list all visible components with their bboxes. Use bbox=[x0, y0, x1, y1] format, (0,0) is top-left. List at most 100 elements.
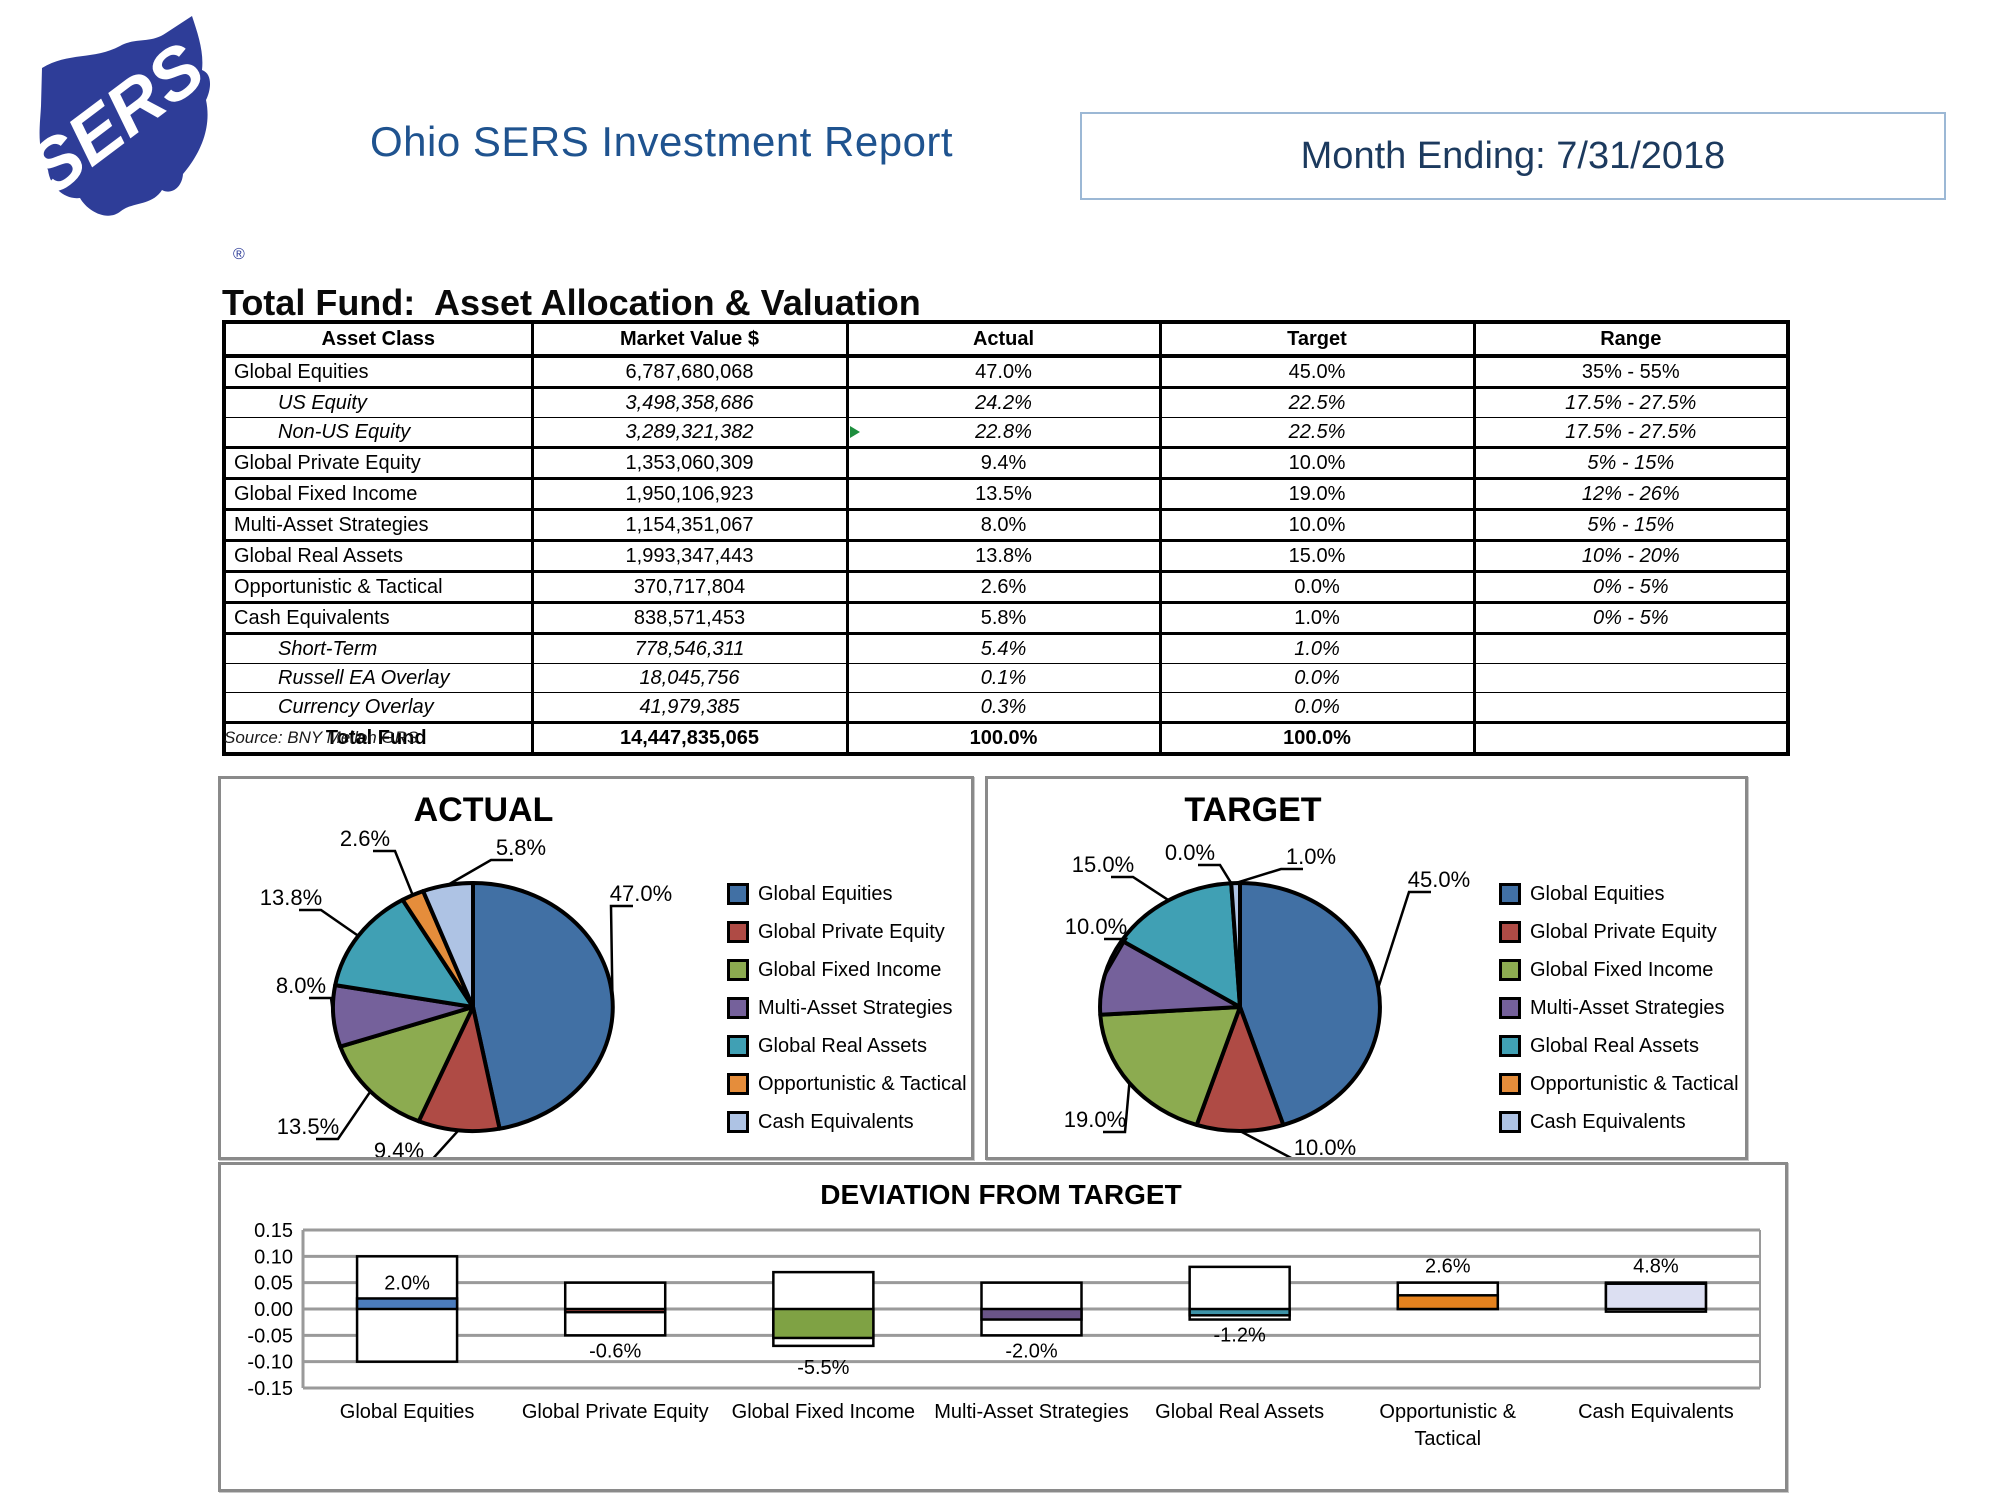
legend-marker-icon bbox=[1499, 1073, 1521, 1095]
table-cell: Global Private Equity bbox=[222, 447, 534, 480]
bar-value-label: -2.0% bbox=[1005, 1340, 1057, 1362]
legend-label: Cash Equivalents bbox=[1530, 1110, 1686, 1133]
legend-label: Global Fixed Income bbox=[1530, 958, 1714, 981]
pie-label-leader bbox=[1198, 863, 1233, 884]
page-title: Ohio SERS Investment Report bbox=[370, 118, 954, 165]
table-cell: 24.2% bbox=[845, 387, 1162, 418]
bar-value-label: 4.8% bbox=[1633, 1256, 1679, 1278]
bar-value-label: -1.2% bbox=[1214, 1325, 1266, 1347]
legend-label: Global Private Equity bbox=[758, 920, 945, 943]
y-axis-tick-label: 0.00 bbox=[254, 1299, 293, 1321]
table-cell: 100.0% bbox=[845, 722, 1162, 756]
month-ending-label: Month Ending: 7/31/2018 bbox=[1300, 134, 1726, 177]
month-ending-box: Month Ending: 7/31/2018 bbox=[1080, 112, 1946, 200]
column-header: Market Value $ bbox=[530, 322, 849, 358]
legend-marker-icon bbox=[727, 921, 749, 943]
table-cell: Currency Overlay bbox=[222, 692, 534, 724]
deviation-chart-panel: 0.15 0.10 0.05 0.00 -0.05 -0.10 -0.15 2.0% Globa… bbox=[218, 1162, 1788, 1492]
table-cell: 1.0% bbox=[1158, 602, 1476, 635]
bar-value-label: -0.6% bbox=[589, 1340, 641, 1362]
pie-data-label: 8.0% bbox=[276, 973, 326, 998]
deviation-bar bbox=[355, 1297, 459, 1311]
table-cell: 3,289,321,382 bbox=[530, 417, 849, 449]
table-cell: 45.0% bbox=[1158, 356, 1476, 389]
x-axis-category-label: Global Real Assets bbox=[1155, 1401, 1324, 1423]
bar-value-label: 2.0% bbox=[384, 1272, 430, 1294]
legend-marker-icon bbox=[1499, 921, 1521, 943]
pie-slice bbox=[421, 880, 475, 1009]
registered-trademark-symbol: ® bbox=[233, 246, 245, 263]
table-cell: 100.0% bbox=[1158, 722, 1476, 756]
table-cell: Russell EA Overlay bbox=[222, 663, 534, 693]
legend-label: Opportunistic & Tactical bbox=[758, 1072, 967, 1095]
pie-label-leader bbox=[447, 858, 513, 887]
pie-slice bbox=[1098, 1005, 1242, 1127]
table-cell: 22.5% bbox=[1158, 387, 1476, 418]
table-row: Global Fixed Income 1,950,106,923 13.5% 19.… bbox=[222, 478, 1790, 511]
table-row: Multi-Asset Strategies 1,154,351,067 8.0% 1… bbox=[222, 509, 1790, 542]
deviation-bar bbox=[980, 1307, 1083, 1321]
legend-label: Global Real Assets bbox=[758, 1034, 927, 1057]
table-cell: 1.0% bbox=[1158, 633, 1476, 664]
table-cell: 5.8% bbox=[845, 602, 1162, 635]
legend-label: Global Equities bbox=[1530, 882, 1665, 905]
table-cell: 2.6% bbox=[845, 571, 1162, 604]
table-cell bbox=[1472, 722, 1790, 756]
y-axis-tick-label: -0.05 bbox=[247, 1325, 293, 1347]
pie-data-label: 45.0% bbox=[1408, 867, 1470, 892]
legend-item: Global Equities bbox=[727, 875, 967, 913]
legend-item: Global Real Assets bbox=[727, 1027, 967, 1065]
pie-data-label: 15.0% bbox=[1072, 852, 1134, 877]
table-cell: Non-US Equity bbox=[222, 417, 534, 449]
x-axis-category-label: Global Equities bbox=[340, 1401, 475, 1423]
y-axis-tick-label: -0.10 bbox=[247, 1352, 293, 1374]
pie-label-leader bbox=[432, 1129, 460, 1157]
legend-item: Global Fixed Income bbox=[1499, 951, 1739, 989]
sers-ohio-logo: SERS bbox=[28, 16, 219, 216]
table-cell: 0.1% bbox=[845, 663, 1162, 693]
table-row: Global Equities 6,787,680,068 47.0% 45.0% 35… bbox=[222, 356, 1790, 389]
pie-label-leader bbox=[316, 1090, 372, 1141]
section-title: Total Fund: Asset Allocation & Valuation bbox=[222, 282, 921, 323]
y-axis-tick-label: 0.10 bbox=[254, 1246, 293, 1268]
pie-label-leader bbox=[1103, 1082, 1131, 1134]
pie-data-label: 0.0% bbox=[1165, 840, 1215, 865]
table-row: Short-Term 778,546,311 5.4% 1.0% bbox=[222, 633, 1790, 664]
legend-marker-icon bbox=[727, 883, 749, 905]
pie-label-leader bbox=[609, 904, 633, 996]
table-row: Total Fund 14,447,835,065 100.0% 100.0% bbox=[222, 722, 1790, 756]
table-cell: 9.4% bbox=[845, 447, 1162, 480]
legend-item: Global Private Equity bbox=[1499, 913, 1739, 951]
deviation-bar bbox=[563, 1307, 667, 1314]
table-cell: 35% - 55% bbox=[1472, 356, 1790, 389]
column-header: Asset Class bbox=[222, 322, 534, 358]
pie-data-label: 19.0% bbox=[1064, 1107, 1126, 1132]
legend-marker-icon bbox=[727, 1073, 749, 1095]
deviation-bar bbox=[1188, 1307, 1291, 1317]
deviation-chart-title: DEVIATION FROM TARGET bbox=[820, 1179, 1182, 1210]
legend-item: Cash Equivalents bbox=[727, 1103, 967, 1141]
pie-data-label: 9.4% bbox=[374, 1138, 424, 1157]
bar-value-label: -5.5% bbox=[797, 1357, 849, 1379]
table-cell bbox=[1472, 692, 1790, 724]
legend-marker-icon bbox=[727, 1111, 749, 1133]
pie-data-label: 2.6% bbox=[340, 826, 390, 851]
table-row: Global Real Assets 1,993,347,443 13.8% 15.0… bbox=[222, 540, 1790, 573]
pie-slice bbox=[338, 1005, 475, 1124]
x-axis-category-label: Tactical bbox=[1414, 1428, 1481, 1450]
table-cell: Short-Term bbox=[222, 633, 534, 664]
table-cell: 10.0% bbox=[1158, 447, 1476, 480]
table-cell: 13.5% bbox=[845, 478, 1162, 511]
legend-marker-icon bbox=[1499, 1111, 1521, 1133]
table-cell: 5.4% bbox=[845, 633, 1162, 664]
column-header: Target bbox=[1158, 322, 1476, 358]
actual-chart-title: ACTUAL bbox=[413, 791, 554, 829]
table-cell bbox=[1472, 663, 1790, 693]
legend-item: Opportunistic & Tactical bbox=[727, 1065, 967, 1103]
pie-data-label: 10.0% bbox=[1294, 1135, 1356, 1157]
legend-item: Global Fixed Income bbox=[727, 951, 967, 989]
legend-label: Cash Equivalents bbox=[758, 1110, 914, 1133]
pie-label-leader bbox=[299, 908, 360, 937]
table-cell: 1,950,106,923 bbox=[530, 478, 849, 511]
table-row: Currency Overlay 41,979,385 0.3% 0.0% bbox=[222, 692, 1790, 724]
